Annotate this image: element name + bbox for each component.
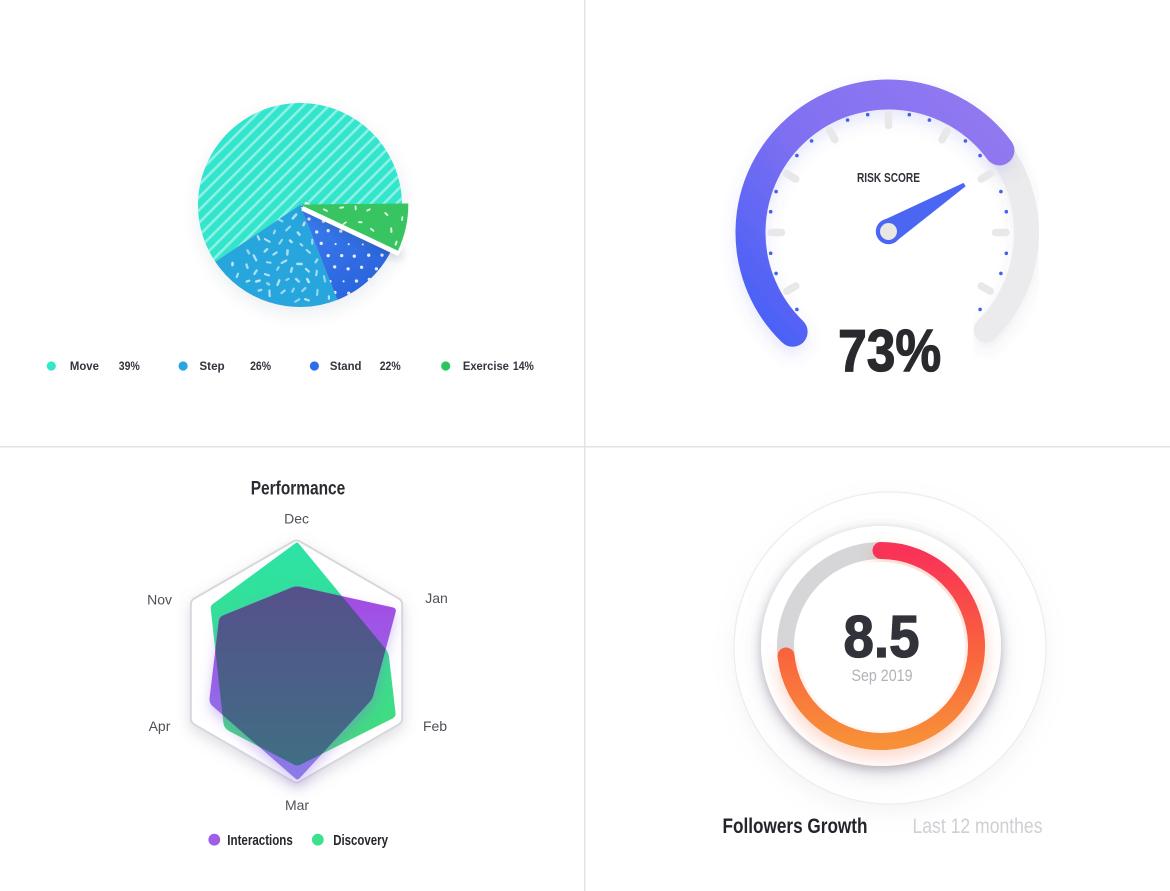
svg-text:Nov: Nov xyxy=(147,592,172,608)
svg-text:14%: 14% xyxy=(513,361,534,373)
svg-text:Interactions: Interactions xyxy=(227,833,292,849)
svg-text:Followers Growth: Followers Growth xyxy=(723,815,868,838)
svg-text:8.5: 8.5 xyxy=(844,604,920,670)
svg-text:Mar: Mar xyxy=(285,797,309,813)
svg-text:Last 12 monthes: Last 12 monthes xyxy=(913,815,1043,838)
svg-text:Step: Step xyxy=(199,361,224,373)
svg-text:Move: Move xyxy=(70,361,99,373)
svg-text:Jan: Jan xyxy=(425,590,448,606)
svg-text:Dec: Dec xyxy=(284,511,309,527)
svg-text:Sep 2019: Sep 2019 xyxy=(852,667,913,685)
svg-text:Stand: Stand xyxy=(330,361,362,373)
svg-text:RISK SCORE: RISK SCORE xyxy=(857,171,920,185)
svg-text:Performance: Performance xyxy=(251,479,346,500)
svg-text:Discovery: Discovery xyxy=(333,833,388,849)
svg-text:Apr: Apr xyxy=(149,718,171,734)
svg-text:22%: 22% xyxy=(380,361,401,373)
svg-text:39%: 39% xyxy=(119,361,140,373)
svg-text:Feb: Feb xyxy=(423,718,447,734)
svg-text:26%: 26% xyxy=(250,361,271,373)
svg-text:73%: 73% xyxy=(838,318,941,384)
svg-text:Exercise: Exercise xyxy=(463,361,509,373)
